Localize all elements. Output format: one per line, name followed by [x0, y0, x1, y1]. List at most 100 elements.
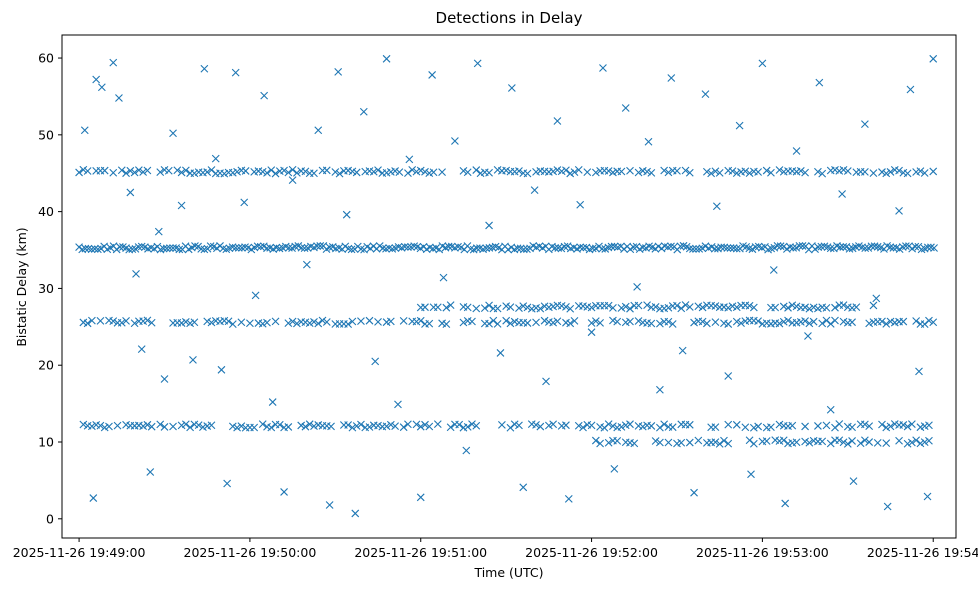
- data-point: [626, 420, 634, 429]
- data-point: [186, 423, 195, 432]
- data-point: [97, 83, 106, 92]
- x-tick-label: 2025-11-26 19:53:00: [696, 545, 829, 560]
- data-point: [316, 242, 325, 250]
- data-point: [391, 422, 400, 431]
- data-point: [656, 385, 664, 394]
- data-point: [869, 301, 878, 310]
- data-point: [143, 420, 152, 429]
- data-point: [231, 68, 240, 77]
- data-point: [925, 436, 933, 445]
- data-point: [604, 167, 613, 175]
- data-point: [836, 243, 845, 252]
- data-point: [873, 438, 882, 447]
- data-point: [685, 244, 694, 253]
- data-point: [342, 210, 351, 219]
- data-point: [506, 303, 515, 312]
- data-point: [493, 304, 502, 313]
- data-point: [839, 301, 848, 310]
- data-point: [211, 154, 220, 163]
- data-point: [327, 422, 335, 431]
- data-point: [271, 169, 280, 178]
- data-point: [796, 166, 805, 175]
- data-point: [446, 301, 455, 309]
- data-point: [570, 168, 579, 176]
- data-point: [301, 422, 310, 431]
- data-point: [134, 166, 143, 174]
- data-point: [912, 436, 921, 445]
- data-point: [473, 59, 482, 68]
- data-point: [814, 167, 822, 176]
- data-point: [288, 317, 297, 326]
- data-point: [231, 243, 240, 252]
- data-point: [861, 436, 869, 445]
- data-point: [408, 166, 417, 174]
- data-point: [280, 488, 288, 496]
- data-point: [318, 316, 327, 325]
- data-point: [126, 166, 135, 175]
- data-point: [459, 318, 468, 327]
- data-point: [818, 319, 827, 328]
- data-point: [374, 166, 382, 174]
- data-point: [929, 318, 938, 327]
- data-point: [903, 439, 912, 448]
- data-point: [421, 167, 429, 176]
- data-point: [507, 84, 516, 92]
- data-point: [801, 422, 809, 431]
- data-point: [388, 244, 397, 253]
- data-point: [681, 166, 690, 175]
- y-tick-label: 30: [38, 281, 54, 296]
- data-point: [310, 422, 318, 431]
- data-point: [134, 243, 143, 251]
- data-point: [173, 166, 182, 175]
- data-point: [109, 317, 118, 326]
- data-point: [181, 166, 190, 175]
- data-point: [146, 468, 155, 476]
- data-point: [217, 365, 226, 374]
- data-point: [822, 316, 831, 325]
- data-point: [902, 242, 910, 251]
- data-point: [664, 438, 673, 447]
- data-point: [912, 317, 921, 325]
- data-point: [907, 420, 916, 429]
- data-point: [466, 245, 475, 253]
- data-point: [664, 317, 673, 326]
- data-point: [906, 85, 915, 94]
- data-point: [468, 420, 476, 429]
- data-point: [775, 319, 784, 328]
- data-point: [886, 243, 895, 252]
- data-point: [856, 439, 865, 448]
- data-point: [544, 421, 553, 430]
- data-point: [444, 242, 453, 251]
- data-point: [710, 244, 719, 253]
- data-point: [463, 303, 472, 312]
- data-point: [284, 168, 293, 177]
- data-point: [143, 316, 152, 325]
- data-point: [314, 319, 323, 328]
- data-point: [206, 242, 215, 250]
- data-point: [843, 167, 852, 175]
- data-point: [720, 436, 728, 445]
- data-point: [886, 168, 895, 176]
- data-point: [147, 422, 156, 431]
- data-point: [861, 120, 869, 128]
- data-point: [882, 439, 891, 448]
- data-point: [246, 319, 254, 328]
- data-point: [493, 319, 502, 328]
- data-point: [485, 168, 493, 177]
- data-point: [566, 169, 575, 178]
- data-point: [332, 244, 340, 253]
- data-point: [554, 244, 563, 252]
- data-point: [190, 318, 199, 327]
- data-point: [416, 422, 425, 431]
- data-point: [814, 304, 822, 313]
- data-point: [930, 244, 938, 252]
- data-point: [300, 244, 309, 253]
- data-point: [497, 420, 506, 429]
- data-point: [344, 421, 353, 429]
- data-point: [610, 464, 619, 473]
- data-point: [280, 166, 288, 175]
- data-point: [916, 439, 925, 448]
- data-point: [570, 316, 579, 325]
- data-point: [895, 436, 903, 445]
- data-point: [822, 304, 831, 312]
